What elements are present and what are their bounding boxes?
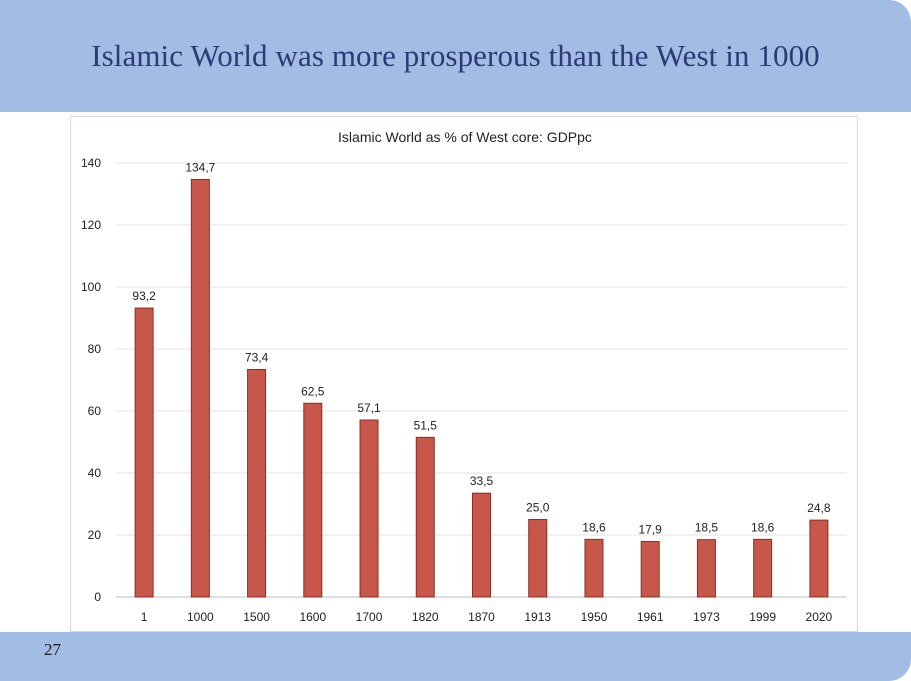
data-label: 17,9 bbox=[639, 523, 663, 537]
data-label: 134,7 bbox=[185, 160, 215, 174]
y-tick-label: 0 bbox=[94, 590, 101, 604]
x-tick-label: 1000 bbox=[187, 610, 214, 624]
bar-1820 bbox=[415, 436, 435, 598]
data-label: 24,8 bbox=[807, 501, 831, 515]
gridlines bbox=[116, 162, 847, 598]
chart-area: Islamic World as % of West core: GDPpc 0… bbox=[70, 116, 858, 632]
bar-2020 bbox=[809, 519, 829, 598]
x-tick-label: 1870 bbox=[468, 610, 495, 624]
title-banner: Islamic World was more prosperous than t… bbox=[0, 0, 911, 112]
data-label: 18,5 bbox=[695, 521, 719, 535]
chart-title: Islamic World as % of West core: GDPpc bbox=[338, 129, 592, 145]
x-tick-label: 1500 bbox=[243, 610, 270, 624]
data-label: 57,1 bbox=[357, 401, 381, 415]
bars: 93,2 134,7 73,4 62,5 57,1 51,5 33,5 25,0 18,6 17,… bbox=[132, 160, 831, 598]
x-tick-label: 1913 bbox=[524, 610, 551, 624]
bar-1700 bbox=[359, 419, 379, 598]
bar-1961 bbox=[640, 541, 660, 598]
x-tick-label: 1 bbox=[141, 610, 148, 624]
x-tick-label: 1973 bbox=[693, 610, 720, 624]
y-tick-label: 140 bbox=[81, 156, 101, 170]
x-tick-label: 2020 bbox=[806, 610, 833, 624]
bar-1500 bbox=[247, 368, 267, 598]
x-tick-label: 1700 bbox=[356, 610, 383, 624]
bar-1950 bbox=[584, 538, 604, 598]
data-label: 93,2 bbox=[132, 289, 156, 303]
data-label: 33,5 bbox=[470, 474, 494, 488]
x-tick-label: 1820 bbox=[412, 610, 439, 624]
y-tick-label: 100 bbox=[81, 280, 101, 294]
x-tick-label: 1600 bbox=[299, 610, 326, 624]
footer-banner: 27 bbox=[0, 632, 911, 681]
bar-1600 bbox=[303, 402, 323, 598]
y-tick-label: 80 bbox=[88, 342, 102, 356]
bar-1870 bbox=[472, 492, 491, 598]
x-tick-label: 1961 bbox=[637, 610, 664, 624]
y-axis-ticks: 0 20 40 60 80 100 120 140 bbox=[81, 156, 101, 604]
data-label: 62,5 bbox=[301, 384, 325, 398]
data-label: 18,6 bbox=[582, 520, 606, 534]
bar-chart: Islamic World as % of West core: GDPpc 0… bbox=[81, 129, 847, 624]
y-tick-label: 60 bbox=[88, 404, 102, 418]
data-label: 18,6 bbox=[751, 520, 775, 534]
bar-1000 bbox=[190, 178, 210, 598]
data-label: 73,4 bbox=[245, 350, 269, 364]
bar-1 bbox=[134, 307, 154, 598]
data-label: 25,0 bbox=[526, 501, 550, 515]
x-tick-label: 1950 bbox=[581, 610, 608, 624]
bar-1999 bbox=[753, 538, 773, 598]
data-label: 51,5 bbox=[414, 418, 438, 432]
bar-1973 bbox=[696, 539, 716, 598]
slide-title: Islamic World was more prosperous than t… bbox=[91, 38, 820, 73]
y-tick-label: 120 bbox=[81, 218, 101, 232]
y-tick-label: 20 bbox=[88, 528, 102, 542]
x-axis-ticks: 1 1000 1500 1600 1700 1820 1870 1913 1950 1961 197… bbox=[141, 610, 833, 624]
x-tick-label: 1999 bbox=[749, 610, 776, 624]
bar-1913 bbox=[528, 519, 548, 598]
y-tick-label: 40 bbox=[88, 466, 102, 480]
page-number: 27 bbox=[44, 640, 61, 659]
